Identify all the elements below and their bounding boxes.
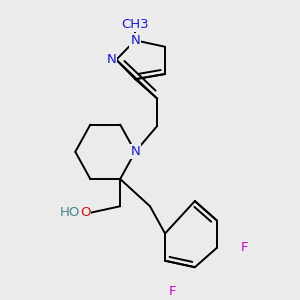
Text: F: F [169, 285, 177, 298]
Text: HO: HO [60, 206, 80, 219]
Text: CH3: CH3 [122, 18, 149, 31]
Text: N: N [130, 34, 140, 47]
Text: N: N [130, 145, 140, 158]
Text: N: N [106, 53, 116, 66]
Text: F: F [241, 241, 248, 254]
Text: O: O [80, 206, 90, 219]
